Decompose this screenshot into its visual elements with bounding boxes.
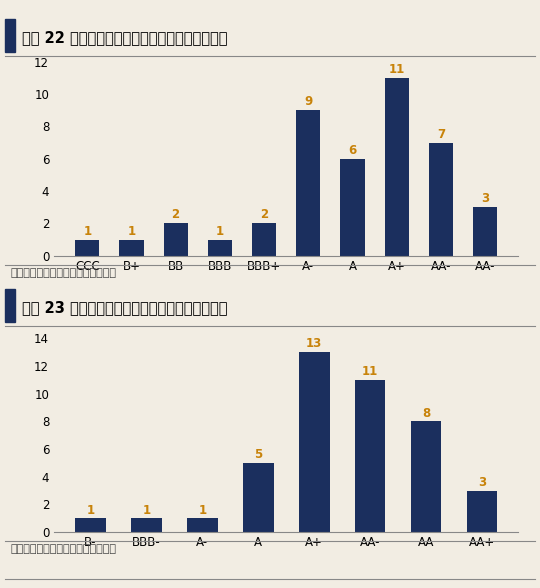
Bar xyxy=(243,463,274,532)
Text: 3: 3 xyxy=(478,476,486,489)
Text: 1: 1 xyxy=(127,225,136,238)
Text: 资料来源：同花顺，华安证券研究所: 资料来源：同花顺，华安证券研究所 xyxy=(11,268,117,278)
Bar xyxy=(119,240,144,256)
Text: 9: 9 xyxy=(304,95,313,108)
Text: 13: 13 xyxy=(306,338,322,350)
Bar xyxy=(410,421,441,532)
Text: 资料来源：同花顺，华安证券研究所: 资料来源：同花顺，华安证券研究所 xyxy=(11,544,117,554)
Text: 6: 6 xyxy=(348,144,356,157)
Text: 1: 1 xyxy=(83,225,91,238)
Bar xyxy=(429,143,453,256)
Bar xyxy=(252,223,276,256)
Bar xyxy=(384,78,409,256)
Text: 5: 5 xyxy=(254,448,262,461)
Text: 3: 3 xyxy=(481,192,489,205)
Bar xyxy=(355,380,386,532)
Text: 图表 23 下调的债券评级下调前分布（单位：只）: 图表 23 下调的债券评级下调前分布（单位：只） xyxy=(22,300,227,315)
Text: 1: 1 xyxy=(143,503,151,517)
Bar xyxy=(467,490,497,532)
Bar xyxy=(5,289,15,322)
Bar xyxy=(473,208,497,256)
Bar xyxy=(299,352,329,532)
Text: 8: 8 xyxy=(422,406,430,420)
Text: 2: 2 xyxy=(260,209,268,222)
Text: 7: 7 xyxy=(437,128,445,141)
Bar xyxy=(164,223,188,256)
Text: 1: 1 xyxy=(216,225,224,238)
Bar xyxy=(296,111,320,256)
Bar xyxy=(340,159,364,256)
Bar xyxy=(131,518,162,532)
Bar xyxy=(75,518,106,532)
Text: 11: 11 xyxy=(362,365,378,378)
Bar xyxy=(5,19,15,52)
Text: 图表 22 下调的债券评级下调后分布（单位：只）: 图表 22 下调的债券评级下调后分布（单位：只） xyxy=(22,30,227,45)
Bar xyxy=(75,240,99,256)
Text: 1: 1 xyxy=(198,503,206,517)
Text: 11: 11 xyxy=(389,63,405,76)
Bar xyxy=(208,240,232,256)
Bar xyxy=(187,518,218,532)
Text: 2: 2 xyxy=(172,209,180,222)
Text: 1: 1 xyxy=(86,503,94,517)
